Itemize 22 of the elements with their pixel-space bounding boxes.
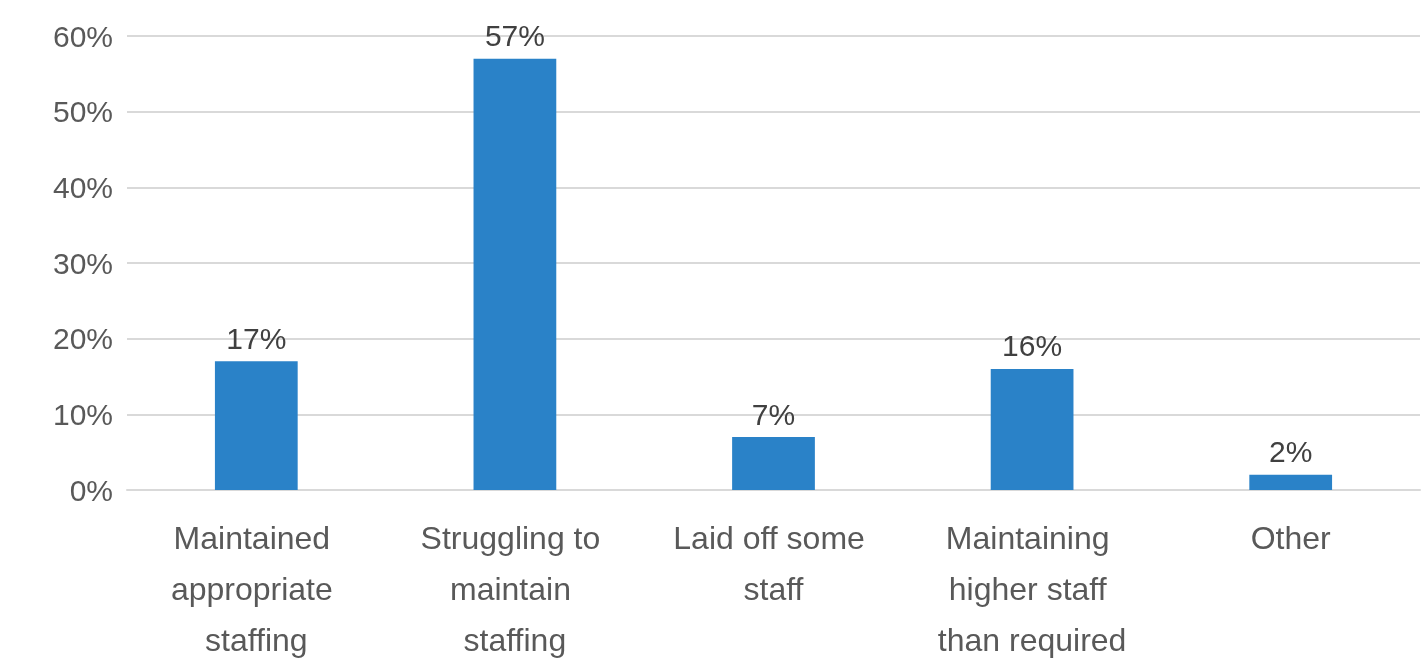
data-label: 17% (226, 321, 287, 355)
bar (473, 58, 557, 490)
bar (732, 437, 815, 490)
data-label: 16% (1002, 329, 1063, 363)
bar (214, 361, 298, 490)
y-tick-label: 60% (52, 19, 113, 53)
x-tick-label: Maintained appropriate staffing (170, 519, 342, 658)
y-tick-label: 10% (52, 397, 113, 431)
x-tick-label: Other (1250, 519, 1332, 556)
data-label: 57% (484, 19, 545, 53)
y-tick-label: 0% (69, 473, 113, 507)
data-label: 7% (751, 397, 796, 431)
y-tick-label: 50% (52, 95, 113, 129)
bar (1249, 474, 1333, 490)
x-tick-label: Maintaining higher staff than required (937, 519, 1127, 658)
x-tick-label: Struggling to maintain staffing (420, 519, 610, 658)
y-tick-label: 30% (52, 246, 113, 280)
y-tick-label: 40% (52, 170, 113, 204)
y-tick-label: 20% (52, 322, 113, 356)
data-label: 2% (1269, 435, 1313, 469)
x-tick-label: Laid off some staff (673, 519, 874, 607)
bar (990, 368, 1074, 490)
